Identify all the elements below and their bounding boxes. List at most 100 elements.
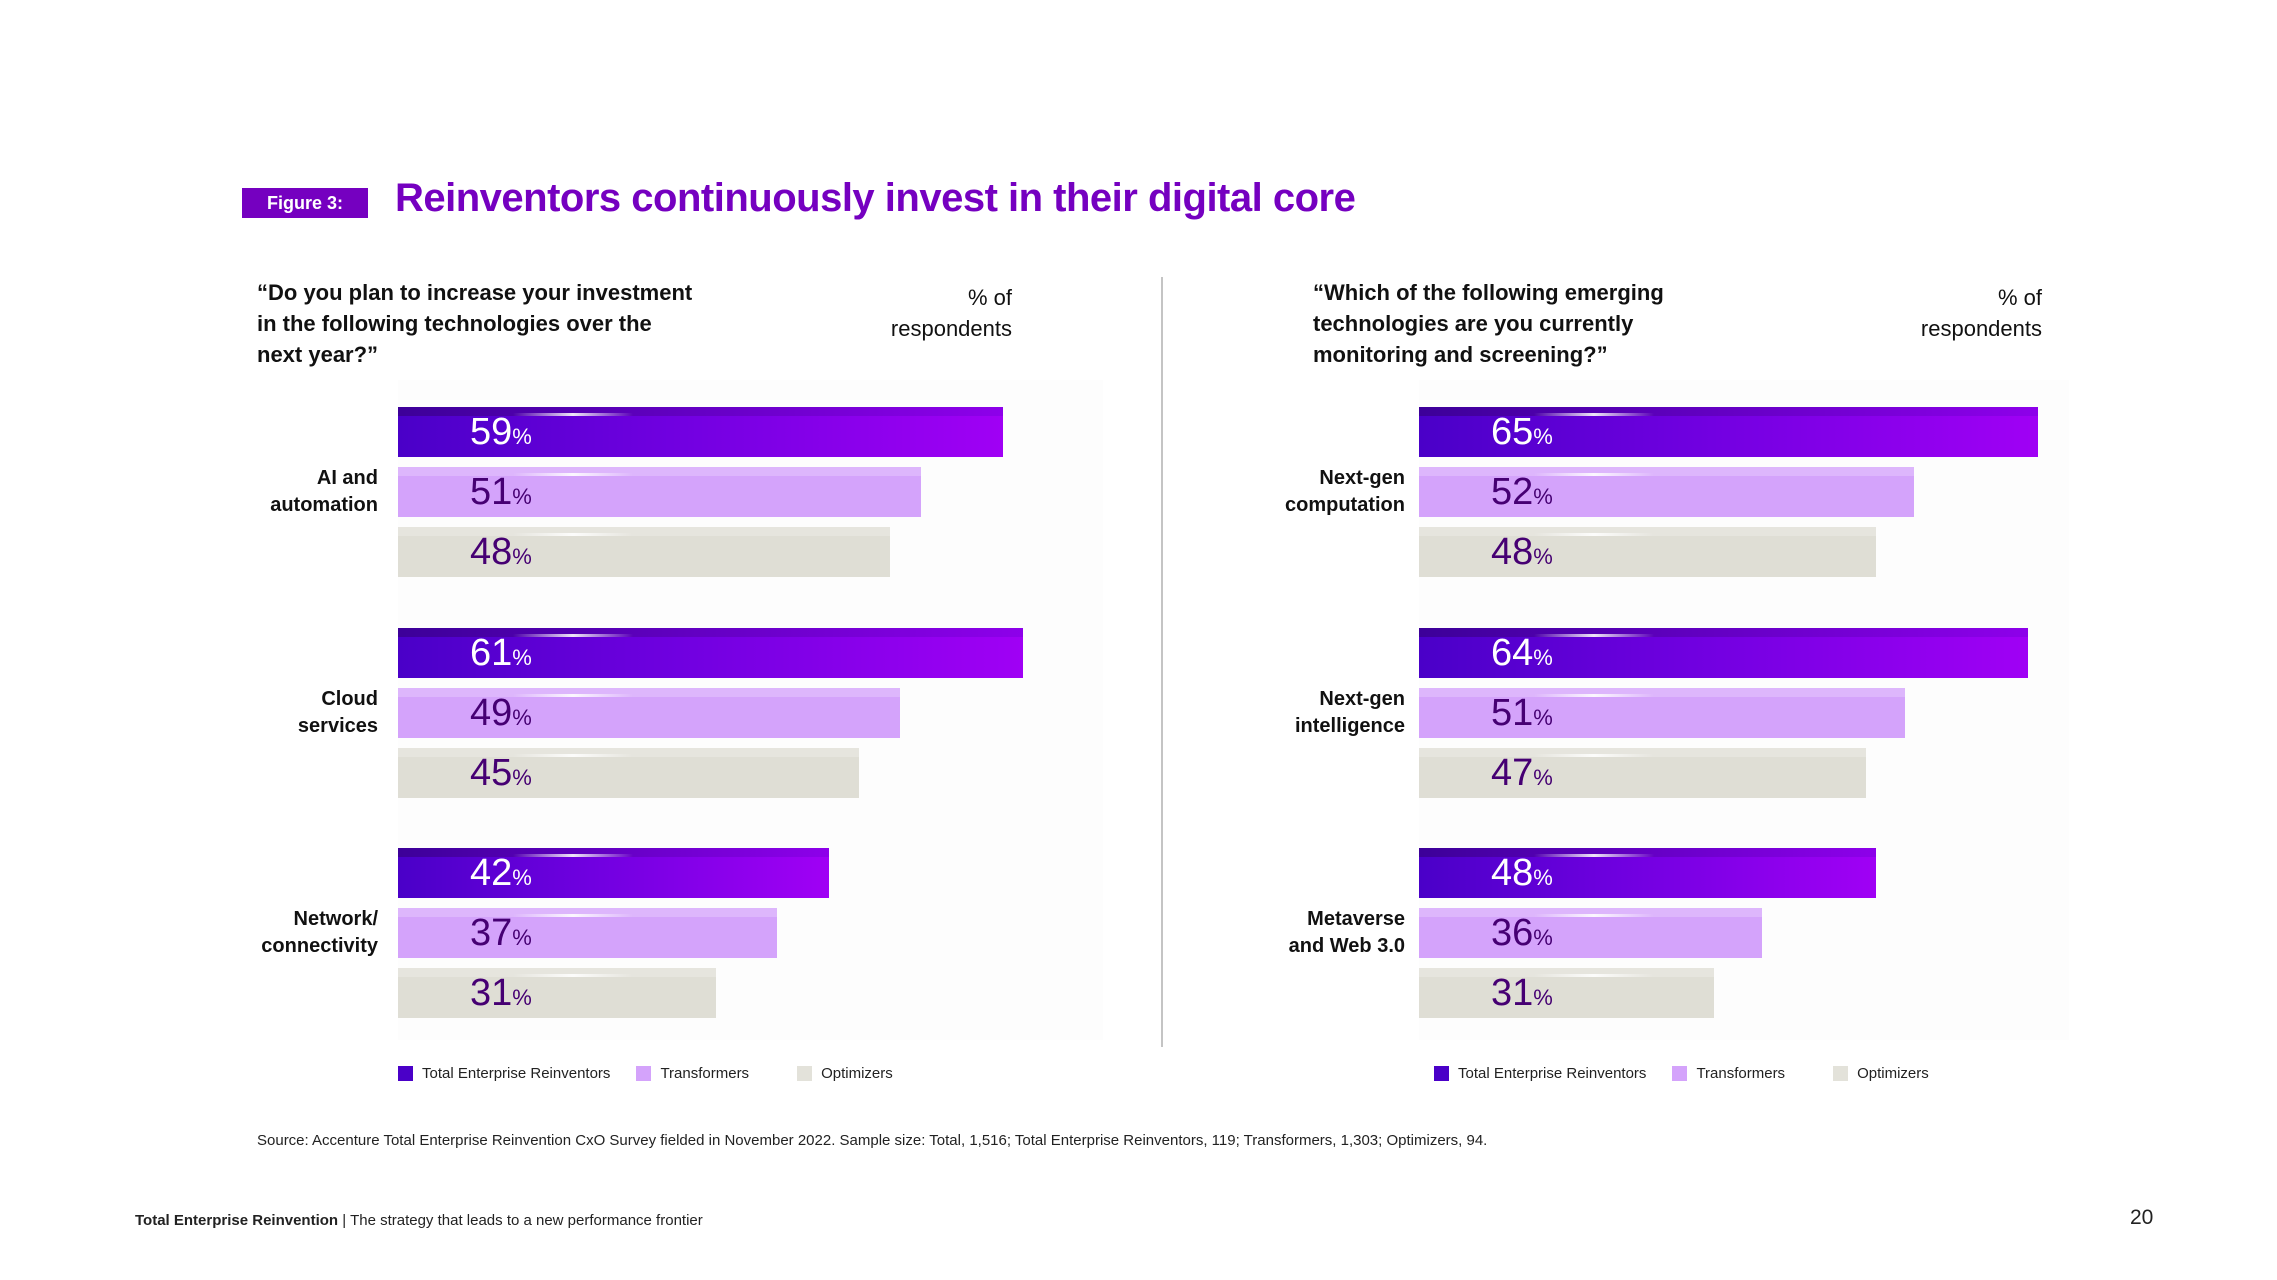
category-label-line: Network/ (293, 908, 378, 930)
bar-transformers: 52% (1419, 467, 1915, 517)
bar-value-label: 64% (1491, 630, 1553, 678)
legend-text: Transformers (1696, 1065, 1786, 1082)
legend-swatch (797, 1066, 813, 1081)
legend-item-optimizers: Optimizers (775, 1065, 893, 1082)
bar-transformers: 37% (398, 908, 778, 958)
category-label: Next-gen computation (1205, 465, 1405, 519)
bar-highlight (1534, 413, 1654, 416)
bar-value-number: 48 (470, 531, 513, 573)
bar-highlight (513, 914, 633, 917)
bar-value-label: 52% (1491, 469, 1553, 517)
legend-text: Total Enterprise Reinventors (422, 1065, 611, 1082)
bar-value-suffix: % (1533, 424, 1553, 449)
panel-divider (1161, 277, 1163, 1047)
bar-highlight (1534, 914, 1654, 917)
bar-highlight (1534, 473, 1654, 476)
unit-line: respondents (890, 316, 1012, 341)
bar-value-label: 47% (1491, 750, 1553, 798)
bar-highlight (513, 754, 633, 757)
category-label: Cloud services (178, 686, 378, 740)
bar-value-label: 61% (470, 630, 532, 678)
unit-label-right: % of respondents (1870, 282, 2042, 344)
bar-value-number: 31 (1491, 972, 1534, 1014)
bar-value-number: 51 (1491, 692, 1534, 734)
bar-value-suffix: % (1533, 645, 1553, 670)
bar-highlight (513, 854, 633, 857)
bar-reinventors: 65% (1419, 407, 2038, 457)
category-label-line: Cloud (321, 688, 378, 710)
category-label-line: computation (1285, 494, 1405, 516)
bar-value-suffix: % (1533, 705, 1553, 730)
bar-value-suffix: % (512, 484, 532, 509)
bar-highlight (513, 694, 633, 697)
category-label: Metaverse and Web 3.0 (1205, 906, 1405, 960)
bar-value-suffix: % (1533, 765, 1553, 790)
legend-right: Total Enterprise Reinventors Transformer… (1434, 1065, 1955, 1082)
legend-swatch (398, 1066, 413, 1081)
bar-value-suffix: % (1533, 484, 1553, 509)
footer-brand: Total Enterprise Reinvention (135, 1212, 339, 1229)
category-label-line: and Web 3.0 (1288, 935, 1405, 957)
question-line: “Do you plan to increase your investment (257, 280, 693, 305)
chart-right: 65% 52% 48% 64% 51% 47% 48% 36% 31% (1419, 380, 2069, 1040)
bar-transformers: 49% (398, 688, 901, 738)
bar-value-number: 47 (1491, 752, 1534, 794)
bar-value-label: 31% (1491, 970, 1553, 1018)
page-number: 20 (2130, 1206, 2154, 1229)
bar-value-number: 61 (470, 632, 513, 674)
bar-value-number: 36 (1491, 912, 1534, 954)
page-title: Reinventors continuously invest in their… (395, 176, 1356, 220)
legend-item-optimizers: Optimizers (1811, 1065, 1929, 1082)
bar-value-suffix: % (1533, 544, 1553, 569)
bar-reinventors: 48% (1419, 848, 1876, 898)
legend-left: Total Enterprise Reinventors Transformer… (398, 1065, 919, 1082)
bar-value-suffix: % (512, 925, 532, 950)
bar-value-suffix: % (1533, 865, 1553, 890)
bar-highlight (1534, 854, 1654, 857)
question-line: in the following technologies over the (257, 311, 652, 336)
bar-transformers: 51% (398, 467, 921, 517)
bar-value-number: 59 (470, 411, 513, 453)
bar-value-number: 42 (470, 852, 513, 894)
bar-optimizers: 31% (398, 968, 716, 1018)
bar-value-number: 52 (1491, 471, 1534, 513)
category-label: AI and automation (178, 465, 378, 519)
bar-value-label: 59% (470, 409, 532, 457)
bar-value-number: 64 (1491, 632, 1534, 674)
bar-value-label: 45% (470, 750, 532, 798)
bar-optimizers: 48% (398, 527, 890, 577)
bar-value-number: 48 (1491, 531, 1534, 573)
bar-value-number: 51 (470, 471, 513, 513)
bar-highlight (513, 974, 633, 977)
category-label-line: Metaverse (1307, 908, 1405, 930)
bar-value-number: 45 (470, 752, 513, 794)
bar-value-suffix: % (512, 705, 532, 730)
bar-optimizers: 47% (1419, 748, 1867, 798)
bar-value-label: 51% (470, 469, 532, 517)
bar-value-label: 48% (470, 529, 532, 577)
bar-value-number: 31 (470, 972, 513, 1014)
bar-value-suffix: % (512, 765, 532, 790)
bar-value-label: 51% (1491, 690, 1553, 738)
bar-highlight (513, 413, 633, 416)
bar-value-suffix: % (512, 865, 532, 890)
category-label-line: Next-gen (1319, 467, 1405, 489)
unit-line: respondents (1920, 316, 2042, 341)
legend-text: Total Enterprise Reinventors (1458, 1065, 1647, 1082)
question-left: “Do you plan to increase your investment… (257, 277, 692, 370)
bar-highlight (513, 634, 633, 637)
legend-item-transformers: Transformers (1672, 1065, 1785, 1082)
legend-swatch (636, 1066, 652, 1081)
bar-value-number: 48 (1491, 852, 1534, 894)
legend-item-reinventors: Total Enterprise Reinventors (398, 1065, 610, 1082)
legend-text: Optimizers (1857, 1065, 1929, 1082)
bar-highlight (513, 473, 633, 476)
category-label-line: services (297, 715, 378, 737)
bar-transformers: 51% (1419, 688, 1905, 738)
category-label: Network/connectivity (178, 906, 378, 960)
legend-item-reinventors: Total Enterprise Reinventors (1434, 1065, 1646, 1082)
bar-highlight (1534, 634, 1654, 637)
bar-optimizers: 31% (1419, 968, 1715, 1018)
category-label-line: connectivity (261, 935, 378, 957)
footer: Total Enterprise Reinvention | The strat… (135, 1212, 703, 1229)
